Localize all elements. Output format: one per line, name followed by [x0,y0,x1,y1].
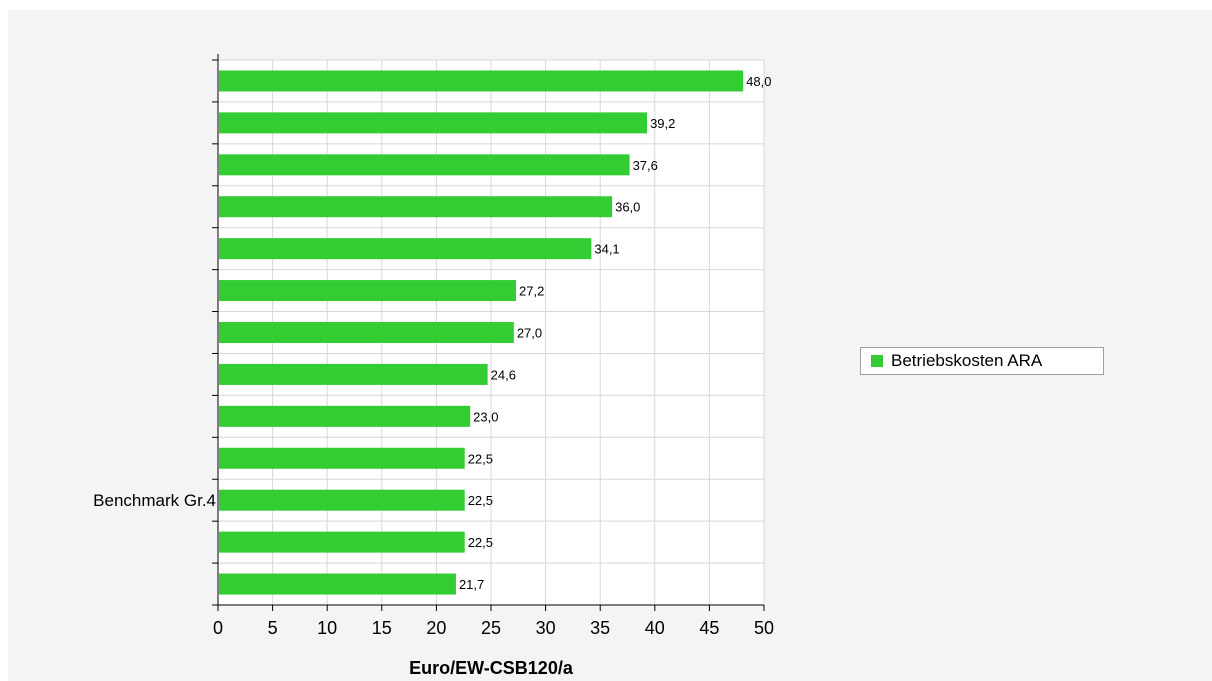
bar-value-label: 22,5 [468,451,493,466]
bar-value-label: 22,5 [468,535,493,550]
labels: 0 5 10 15 20 25 30 35 40 45 50 48,0 39,2 37,6 36,0 34,1… [93,74,774,638]
bar [219,531,465,553]
bar-value-label: 37,6 [633,158,658,173]
x-tick-label: 30 [536,618,556,638]
bars [219,70,744,595]
bar [219,112,648,134]
bar-value-label: 36,0 [615,200,640,215]
bar [219,154,630,176]
bar-value-label: 39,2 [650,116,675,131]
legend-swatch [871,355,883,367]
x-tick-label: 20 [426,618,446,638]
x-tick-label: 25 [481,618,501,638]
bar [219,238,592,260]
bar-value-label: 27,0 [517,326,542,341]
y-category-label: Benchmark Gr.4 [93,491,216,510]
legend-label: Betriebskosten ARA [891,351,1043,370]
bar-value-label: 48,0 [746,74,771,89]
bar-value-label: 23,0 [473,409,498,424]
bar [219,196,613,218]
bar-value-label: 34,1 [594,242,619,257]
x-tick-label: 0 [213,618,223,638]
bar-value-label: 22,5 [468,493,493,508]
chart-panel: 0 5 10 15 20 25 30 35 40 45 50 48,0 39,2 37,6 36,0 34,1… [8,10,1212,681]
bar-value-label: 27,2 [519,284,544,299]
x-tick-label: 15 [372,618,392,638]
legend: Betriebskosten ARA [860,347,1104,375]
x-axis-title: Euro/EW-CSB120/a [409,658,574,678]
axes [212,54,765,611]
bar [219,322,514,343]
x-tick-label: 45 [699,618,719,638]
grid-lines [218,59,765,605]
bar [219,363,488,385]
bar [219,70,744,92]
bar [219,573,456,595]
x-tick-label: 5 [268,618,278,638]
bar-value-label: 21,7 [459,577,484,592]
bar [219,447,465,469]
bar-chart: 0 5 10 15 20 25 30 35 40 45 50 48,0 39,2 37,6 36,0 34,1… [93,54,774,678]
x-tick-label: 35 [590,618,610,638]
bar [219,405,471,427]
bar-value-label: 24,6 [491,367,516,382]
bar [219,489,465,511]
x-tick-label: 50 [754,618,774,638]
x-tick-label: 40 [645,618,665,638]
x-tick-label: 10 [317,618,337,638]
bar [219,280,517,302]
